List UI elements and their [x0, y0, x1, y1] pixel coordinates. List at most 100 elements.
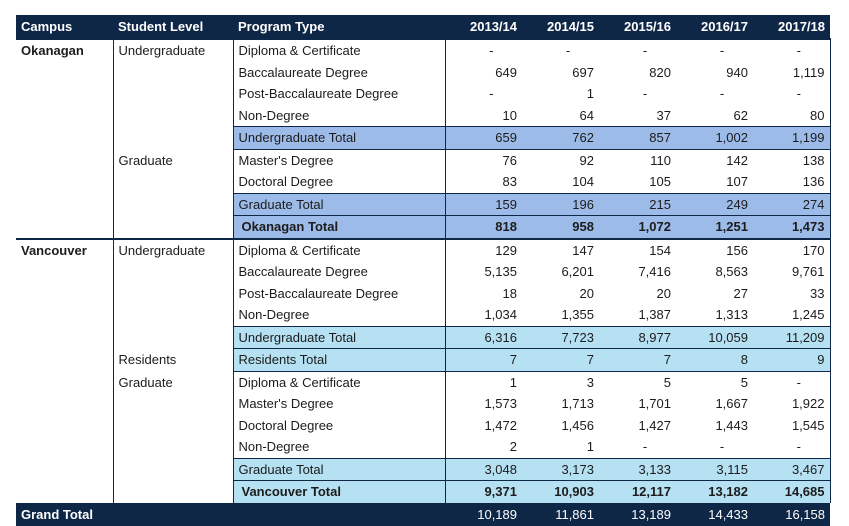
value-cell: 9,371	[445, 480, 522, 503]
campus-cell	[16, 61, 114, 83]
value-cell: 14,685	[753, 480, 831, 503]
value-cell: 1,245	[753, 304, 831, 326]
value-cell: 110	[650, 152, 671, 168]
header-row: Campus Student Level Program Type 2013/14 20…	[16, 15, 830, 39]
program-type-cell: Doctoral Degree	[232, 414, 446, 436]
campus-cell	[16, 371, 114, 393]
value-cell: 37	[656, 107, 671, 123]
table-row: Baccalaureate Degree 649 697 820 940 1,119	[16, 61, 831, 83]
campus-cell	[16, 149, 114, 171]
campus-cell	[16, 83, 114, 105]
value-cell: 33	[753, 282, 831, 304]
value-cell: 170	[753, 237, 831, 261]
value-cell: 7,723	[522, 325, 599, 349]
value-cell: 940	[726, 64, 748, 80]
value-cell: 820	[649, 64, 671, 80]
value-cell: 1,072	[599, 215, 676, 239]
header-student-level: Student Level	[113, 15, 233, 39]
program-type-cell: Residents Total	[232, 348, 446, 372]
value-cell: 1,251	[676, 215, 753, 239]
value-cell: 659	[445, 126, 522, 150]
value-cell: 27	[733, 285, 748, 301]
student-level-cell: Undergraduate	[113, 38, 234, 62]
program-type-cell: Master's Degree	[232, 393, 446, 415]
value-cell: 92	[579, 152, 594, 168]
student-level-cell	[113, 414, 234, 436]
value-cell: 1,456	[561, 417, 594, 433]
value-cell: 5	[663, 374, 671, 390]
campus-cell	[16, 326, 114, 349]
value-cell: 1,387	[638, 307, 671, 323]
value-cell: 3,115	[676, 457, 753, 481]
value-cell: 1,473	[753, 215, 831, 239]
value-cell: -	[445, 38, 522, 62]
campus-cell	[16, 282, 114, 304]
campus-cell	[16, 261, 114, 283]
value-cell: 1,119	[753, 61, 831, 83]
value-cell: 3,048	[445, 457, 522, 481]
value-cell: 7	[599, 348, 676, 372]
value-cell: 3	[586, 374, 594, 390]
value-cell: 8,563	[715, 264, 748, 280]
value-cell: -	[489, 86, 494, 102]
value-cell: 958	[522, 215, 599, 239]
campus-cell	[16, 458, 114, 481]
value-cell: 1,034	[484, 307, 517, 323]
value-cell: 64	[579, 107, 594, 123]
campus-total-row: Vancouver Total 9,371 10,903 12,117 13,182 14…	[16, 480, 831, 503]
table-row: Non-Degree 1,034 1,355 1,387 1,313 1,245	[16, 304, 831, 326]
campus-cell	[16, 126, 114, 149]
student-level-cell	[113, 282, 234, 304]
value-cell: 249	[676, 192, 753, 216]
value-cell: 857	[599, 126, 676, 150]
value-cell: -	[642, 86, 648, 102]
campus-total-row: Okanagan Total 818 958 1,072 1,251 1,473	[16, 215, 831, 239]
value-cell: -	[753, 371, 831, 393]
table-row: Non-Degree 2 1 - - -	[16, 436, 831, 458]
campus-cell	[16, 480, 114, 503]
value-cell: 1,002	[676, 126, 753, 150]
program-type-cell: Graduate Total	[232, 457, 446, 481]
student-level-cell	[113, 393, 234, 415]
value-cell: 1,355	[561, 307, 594, 323]
campus-cell	[16, 436, 114, 458]
value-cell: -	[676, 38, 753, 62]
enrolment-table-container: Campus Student Level Program Type 2013/14 20…	[16, 15, 831, 526]
campus-cell: Vancouver	[16, 237, 114, 261]
value-cell: 1	[586, 439, 594, 455]
value-cell: 196	[522, 192, 599, 216]
value-cell: 76	[502, 152, 517, 168]
value-cell: 18	[502, 285, 517, 301]
program-type-cell: Non-Degree	[232, 304, 446, 326]
program-type-cell: Baccalaureate Degree	[232, 261, 446, 283]
enrolment-table: Campus Student Level Program Type 2013/14 20…	[16, 15, 831, 526]
value-cell: 1,199	[753, 126, 831, 150]
value-cell: 8	[676, 348, 753, 372]
subtotal-row: Undergraduate Total 659 762 857 1,002 1,199	[16, 126, 831, 150]
program-type-cell: Diploma & Certificate	[232, 371, 446, 393]
program-type-cell: Doctoral Degree	[232, 171, 446, 193]
student-level-cell	[113, 171, 234, 193]
value-cell: 62	[733, 107, 748, 123]
campus-cell	[16, 215, 114, 239]
value-cell: -	[753, 83, 831, 105]
value-cell: 274	[753, 192, 831, 216]
program-type-cell: Master's Degree	[232, 149, 446, 171]
student-level-cell	[113, 458, 234, 481]
value-cell: 3,133	[599, 457, 676, 481]
program-type-cell: Post-Baccalaureate Degree	[232, 282, 446, 304]
value-cell: 154	[599, 237, 676, 261]
campus-cell	[16, 393, 114, 415]
subtotal-row: Graduate Total 3,048 3,173 3,133 3,115 3,467	[16, 457, 831, 481]
value-cell: -	[599, 38, 676, 62]
value-cell: 8,977	[599, 325, 676, 349]
value-cell: 107	[726, 174, 748, 190]
student-level-cell	[113, 193, 234, 216]
value-cell: 1	[509, 374, 517, 390]
header-year: 2013/14	[445, 15, 522, 39]
value-cell: 20	[579, 285, 594, 301]
program-type-cell: Non-Degree	[232, 104, 446, 127]
campus-cell	[16, 304, 114, 326]
table-row: Vancouver Undergraduate Diploma & Certific…	[16, 237, 831, 261]
value-cell: 12,117	[599, 480, 676, 503]
